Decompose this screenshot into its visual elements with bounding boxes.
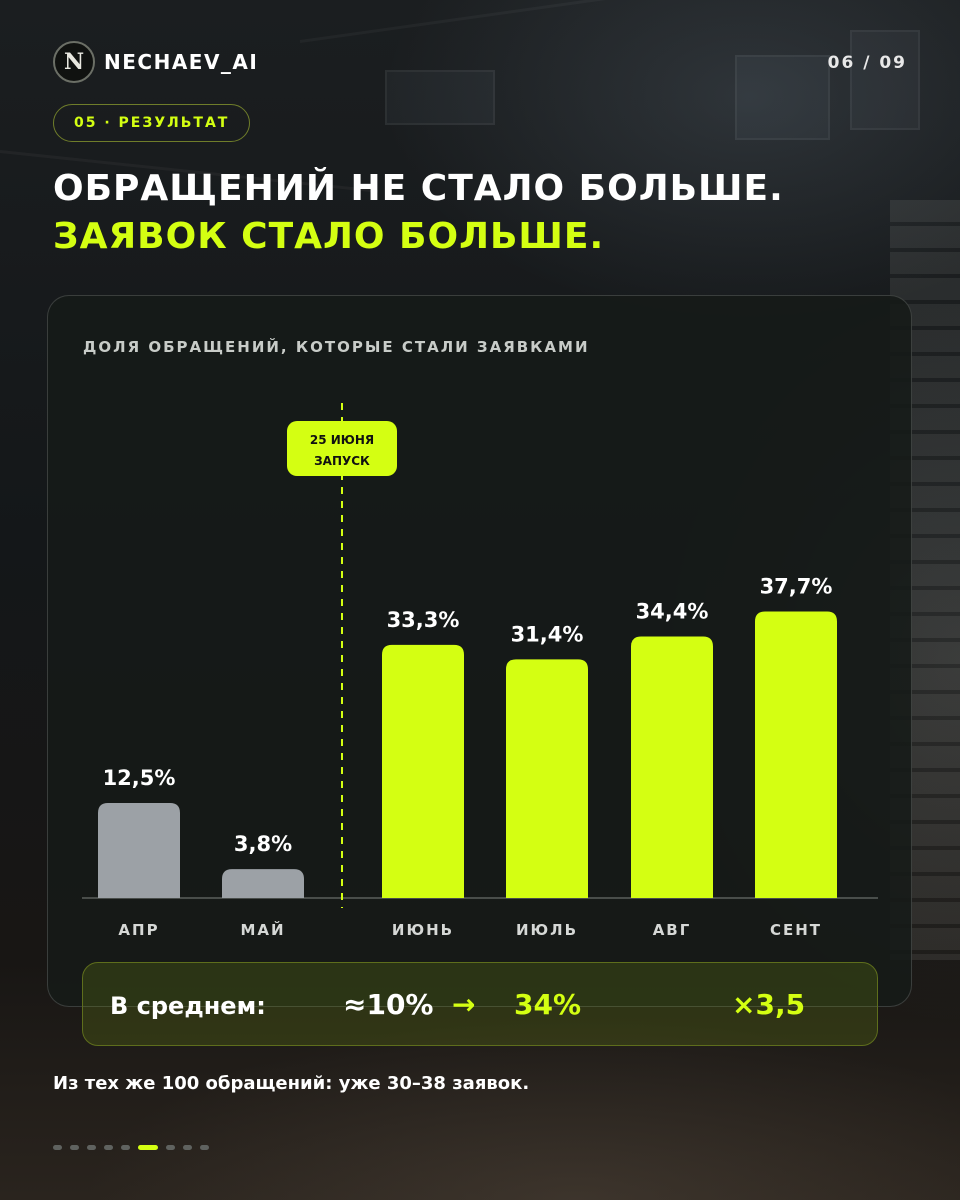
pagination-dot (70, 1145, 79, 1150)
launch-marker-date: 25 ИЮНЯ (310, 433, 374, 447)
summary-box (82, 962, 878, 1046)
x-tick-label: АПР (118, 921, 159, 939)
background-window (385, 70, 495, 125)
data-label: 12,5% (103, 766, 176, 790)
summary-label: В среднем: (110, 992, 266, 1020)
x-tick-label: АВГ (653, 921, 692, 939)
background-window (735, 55, 830, 140)
bar-ИЮНЬ (382, 644, 464, 898)
summary-before-value: ≈10% (343, 988, 434, 1021)
bar-АПР (98, 803, 180, 898)
chart-title: ДОЛЯ ОБРАЩЕНИЙ, КОТОРЫЕ СТАЛИ ЗАЯВКАМИ (83, 338, 590, 356)
x-tick-label: МАЙ (240, 920, 285, 939)
headline-line-1: ОБРАЩЕНИЙ НЕ СТАЛО БОЛЬШЕ. (53, 168, 784, 209)
logo-letter: N (63, 49, 85, 75)
pagination-dot (183, 1145, 192, 1150)
pagination-dot (200, 1145, 209, 1150)
data-label: 37,7% (760, 574, 833, 598)
launch-marker-badge (287, 421, 397, 476)
bar-СЕНТ (755, 611, 837, 898)
section-badge: 05 · РЕЗУЛЬТАТ (53, 104, 251, 142)
footnote: Из тех же 100 обращений: уже 30–38 заяво… (53, 1073, 530, 1094)
background-window (850, 30, 920, 130)
page-counter: 06 / 09 (827, 53, 907, 73)
bar-АВГ (631, 636, 713, 898)
launch-marker-label: ЗАПУСК (314, 454, 370, 468)
headline-line-2: ЗАЯВОК СТАЛО БОЛЬШЕ. (53, 216, 605, 257)
data-label: 33,3% (387, 608, 460, 632)
pagination-dot (166, 1145, 175, 1150)
pagination-dot (121, 1145, 130, 1150)
arrow-right-icon: → (452, 988, 476, 1021)
data-label: 3,8% (234, 832, 292, 856)
bar-МАЙ (222, 869, 304, 898)
pagination-dot-active (138, 1145, 158, 1150)
pagination-dots (53, 1145, 209, 1150)
summary-multiplier: ×3,5 (732, 988, 806, 1021)
pagination-dot (87, 1145, 96, 1150)
pagination-dot (53, 1145, 62, 1150)
x-tick-label: СЕНТ (770, 921, 822, 939)
data-label: 34,4% (636, 600, 709, 624)
x-tick-label: ИЮНЬ (392, 921, 454, 939)
summary-after-value: 34% (514, 988, 582, 1021)
x-tick-label: ИЮЛЬ (516, 921, 578, 939)
bar-ИЮЛЬ (506, 659, 588, 898)
data-label: 31,4% (511, 622, 584, 646)
pagination-dot (104, 1145, 113, 1150)
brand-name: NECHAEV_AI (104, 50, 259, 74)
section-label: 05 · РЕЗУЛЬТАТ (74, 115, 230, 131)
brand-logo: N (53, 41, 95, 83)
